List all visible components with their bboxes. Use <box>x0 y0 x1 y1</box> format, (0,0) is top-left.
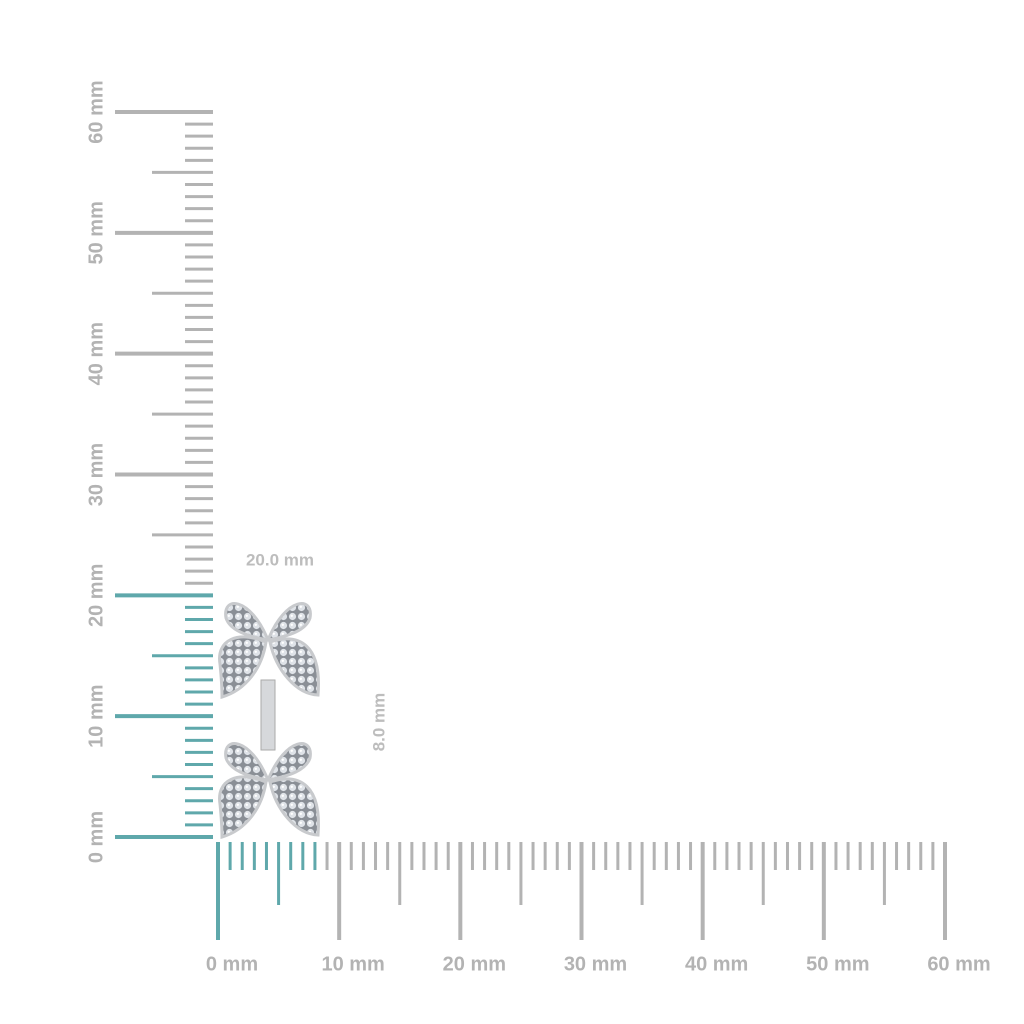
tick-label: 40 mm <box>85 322 107 385</box>
tick-label: 60 mm <box>85 80 107 143</box>
tick-label: 30 mm <box>85 443 107 506</box>
tick-label: 20 mm <box>85 564 107 627</box>
tick-label: 0 mm <box>206 953 258 975</box>
tick-label: 60 mm <box>927 953 990 975</box>
tick-label: 30 mm <box>564 953 627 975</box>
tick-label: 10 mm <box>321 953 384 975</box>
tick-label: 50 mm <box>85 201 107 264</box>
width-label: 8.0 mm <box>369 693 388 752</box>
tick-label: 40 mm <box>685 953 748 975</box>
tick-label: 50 mm <box>806 953 869 975</box>
butterfly-bottom <box>218 742 320 840</box>
earring <box>218 602 320 840</box>
height-label: 20.0 mm <box>246 550 314 569</box>
tick-label: 10 mm <box>85 684 107 747</box>
connector <box>260 679 276 751</box>
tick-label: 20 mm <box>443 953 506 975</box>
tick-label: 0 mm <box>85 811 107 863</box>
butterfly-top <box>218 602 320 700</box>
